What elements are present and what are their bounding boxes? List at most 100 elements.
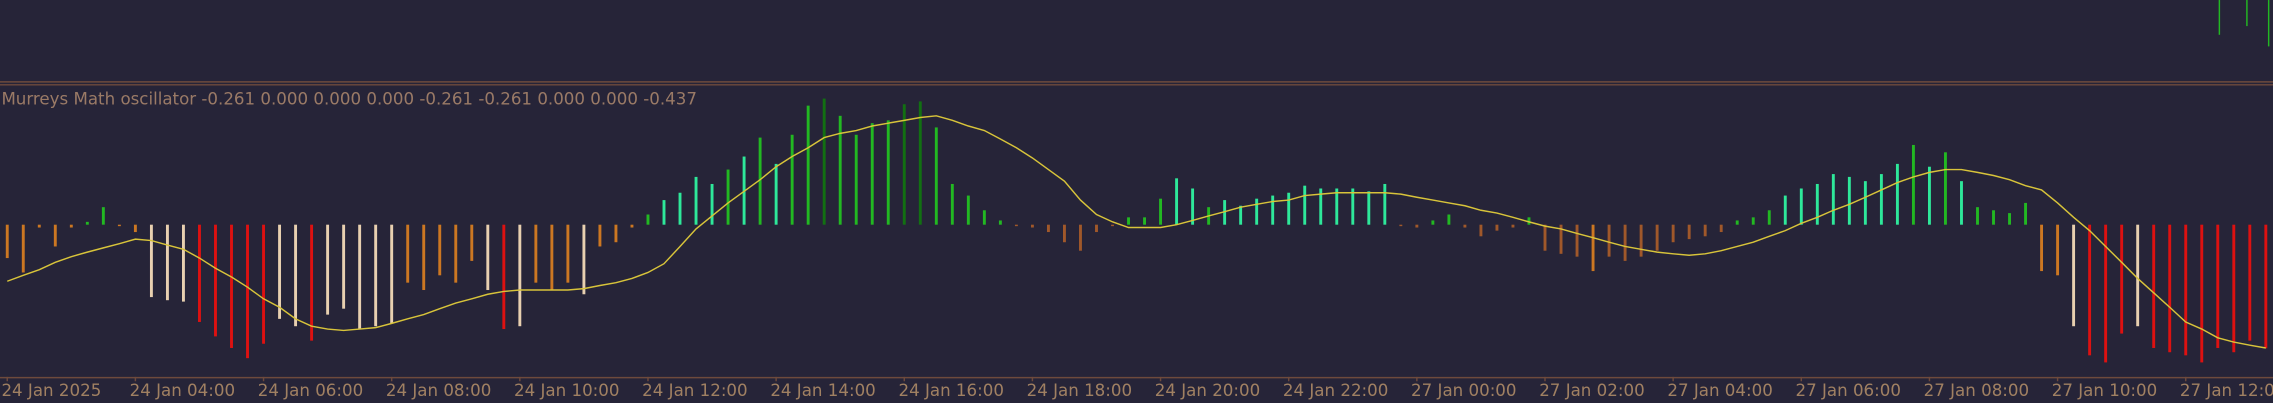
histogram-bar (678, 192, 682, 225)
histogram-bar (982, 210, 986, 225)
histogram-bar (1831, 174, 1835, 225)
histogram-bar (2264, 224, 2268, 349)
x-tick-label: 27 Jan 10:00 (2052, 381, 2157, 400)
histogram-bar (1527, 217, 1531, 225)
x-tick-label: 27 Jan 08:00 (1924, 381, 2029, 400)
x-tick-label: 24 Jan 14:00 (770, 381, 875, 400)
histogram-bar (1255, 198, 1259, 225)
histogram-bar (1014, 224, 1018, 227)
histogram-bar (1879, 174, 1883, 225)
histogram-bar (1607, 224, 1611, 257)
histogram-bar (1863, 181, 1867, 225)
histogram-bar (582, 224, 586, 295)
histogram-bar (1927, 166, 1931, 225)
histogram-bar (1303, 185, 1307, 225)
histogram-bar (2120, 224, 2124, 334)
histogram-bar (278, 224, 282, 319)
histogram-bar (1703, 224, 1707, 237)
histogram-bar (838, 115, 842, 225)
signal-line (6, 115, 2266, 349)
histogram-bar (710, 183, 714, 225)
x-tick-label: 27 Jan 04:00 (1667, 381, 1772, 400)
histogram-bar (1767, 210, 1771, 225)
histogram-bar (614, 224, 618, 243)
histogram-bar (2184, 224, 2188, 356)
histogram-bar (53, 224, 57, 247)
histogram-bar (1655, 224, 1659, 251)
histogram-bar (230, 224, 233, 348)
histogram-bar (1335, 188, 1339, 225)
histogram-bar (1944, 152, 1947, 225)
histogram-bar (1030, 224, 1034, 228)
histogram-bar (1575, 224, 1579, 257)
histogram-bar (2072, 224, 2076, 327)
histogram-bar (262, 224, 265, 344)
histogram-bar (1783, 195, 1787, 225)
histogram-bar (1063, 224, 1066, 243)
histogram-bar (630, 224, 634, 228)
x-tick-label: 27 Jan 12:00 (2180, 381, 2273, 400)
histogram-bar (438, 224, 442, 276)
histogram-bar (2040, 224, 2044, 272)
histogram-bar (342, 224, 346, 309)
histogram-bar (1447, 214, 1451, 225)
histogram-bar (1911, 144, 1915, 225)
histogram-bar (966, 195, 970, 225)
histogram-bar (1976, 207, 1979, 225)
histogram-bar (774, 163, 778, 225)
histogram-bar (806, 105, 810, 225)
histogram-bar (2248, 224, 2252, 341)
histogram-bar (902, 104, 906, 225)
histogram-bar (294, 224, 298, 327)
histogram-bar (598, 224, 602, 247)
histogram-bar (37, 224, 41, 228)
x-tick-label: 27 Jan 02:00 (1539, 381, 1644, 400)
histogram-bar (2152, 224, 2156, 348)
histogram-bar (1239, 205, 1243, 225)
x-tick-label: 24 Jan 12:00 (642, 381, 747, 400)
histogram-bar (1431, 220, 1435, 225)
histogram-bar (1079, 224, 1082, 251)
x-tick-label: 27 Jan 00:00 (1411, 381, 1516, 400)
histogram-bar (470, 224, 474, 261)
histogram-bar (1175, 178, 1179, 225)
histogram-bar (1559, 224, 1563, 254)
histogram-bar (1591, 224, 1595, 272)
histogram-bar (854, 134, 858, 225)
histogram-bar (2168, 224, 2172, 353)
histogram-bar (486, 224, 490, 291)
histogram-bar (1351, 188, 1355, 225)
histogram-bar (950, 183, 954, 225)
histogram-bar (2024, 202, 2027, 225)
histogram-bar (726, 169, 730, 225)
histogram-bar (1127, 217, 1130, 225)
histogram-bar (1415, 224, 1419, 228)
histogram-bar (694, 176, 698, 225)
histogram-bar (998, 220, 1002, 225)
histogram-bar (1639, 224, 1643, 257)
histogram-bar (1751, 217, 1755, 225)
histogram-bar (1719, 224, 1723, 233)
histogram-bar (1511, 224, 1515, 228)
histogram-bar (550, 224, 554, 291)
histogram-bar (117, 224, 121, 227)
histogram-bar (1271, 195, 1275, 225)
histogram-bar (1960, 181, 1963, 225)
histogram-bar (1895, 163, 1899, 225)
histogram-bar (390, 224, 394, 324)
histogram-bar (2136, 224, 2140, 327)
histogram-bar (886, 120, 890, 225)
histogram-bar (1992, 210, 1995, 225)
histogram-bar (2216, 224, 2220, 348)
histogram-bar (1095, 224, 1098, 233)
x-tick-label: 24 Jan 22:00 (1283, 381, 1388, 400)
histogram-bar (1799, 188, 1803, 225)
histogram-bar (1319, 188, 1323, 225)
histogram-bar (1046, 224, 1050, 233)
histogram-bar (2104, 224, 2108, 363)
x-tick-label: 24 Jan 06:00 (258, 381, 363, 400)
histogram-bar (870, 123, 874, 225)
x-tick-label: 24 Jan 20:00 (1155, 381, 1260, 400)
